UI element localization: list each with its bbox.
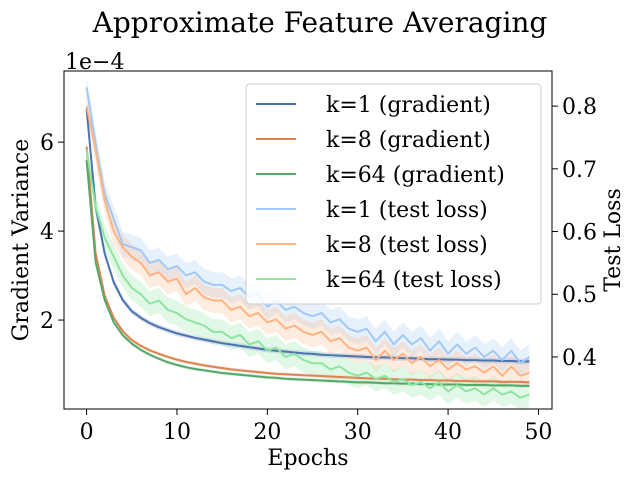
y-axis-right: 0.4 0.5 0.6 0.7 0.8 (552, 95, 597, 371)
x-tick-label: 50 (524, 420, 552, 445)
y-axis-left-label: Gradient Variance (9, 139, 34, 342)
legend-box (245, 83, 542, 305)
x-tick-label: 10 (163, 420, 191, 445)
legend-label-k-1-test-loss: k=1 (test loss) (326, 198, 488, 223)
line-k-64-test-loss (85, 149, 530, 399)
legend: k=1 (gradient) k=8 (gradient) k=64 (gradie… (245, 83, 542, 305)
line-k-1-gradient (85, 108, 530, 363)
chart-title: Approximate Feature Averaging (92, 6, 548, 39)
x-axis-label: Epochs (267, 446, 348, 471)
y-right-tick-label: 0.4 (562, 346, 597, 371)
plot-frame (63, 70, 553, 410)
line-k-64-gradient (85, 159, 530, 387)
x-tick-label: 40 (434, 420, 462, 445)
y-left-tick-label: 2 (40, 309, 54, 334)
x-tick-label: 20 (253, 420, 281, 445)
legend-label-k-64-test-loss: k=64 (test loss) (326, 268, 502, 293)
band-k-1-test-loss (86, 77, 530, 376)
x-axis: 0 10 20 30 40 50 (80, 409, 552, 445)
line-k-8-gradient (85, 146, 530, 384)
series-lines (85, 87, 530, 399)
legend-label-k-8-gradient: k=8 (gradient) (326, 128, 491, 153)
y-right-tick-label: 0.8 (562, 95, 597, 120)
line-k-1-test-loss (85, 87, 530, 365)
y-right-tick-label: 0.6 (562, 221, 597, 246)
band-k-64-test-loss (86, 140, 530, 411)
line-k-8-test-loss (85, 105, 530, 377)
legend-label-k-64-gradient: k=64 (gradient) (326, 163, 505, 188)
y-axis-left: 2 4 6 (40, 131, 64, 334)
y-axis-right-label: Test Loss (601, 188, 626, 292)
legend-label-k-1-gradient: k=1 (gradient) (326, 93, 491, 118)
legend-label-k-8-test-loss: k=8 (test loss) (326, 233, 488, 258)
y-left-tick-label: 6 (40, 131, 54, 156)
x-tick-label: 30 (344, 420, 372, 445)
y-left-tick-label: 4 (40, 220, 54, 245)
y-right-tick-label: 0.5 (562, 283, 597, 308)
error-bands (86, 77, 530, 411)
x-tick-label: 0 (80, 420, 94, 445)
y-right-tick-label: 0.7 (562, 158, 597, 183)
band-k-8-test-loss (86, 96, 530, 389)
